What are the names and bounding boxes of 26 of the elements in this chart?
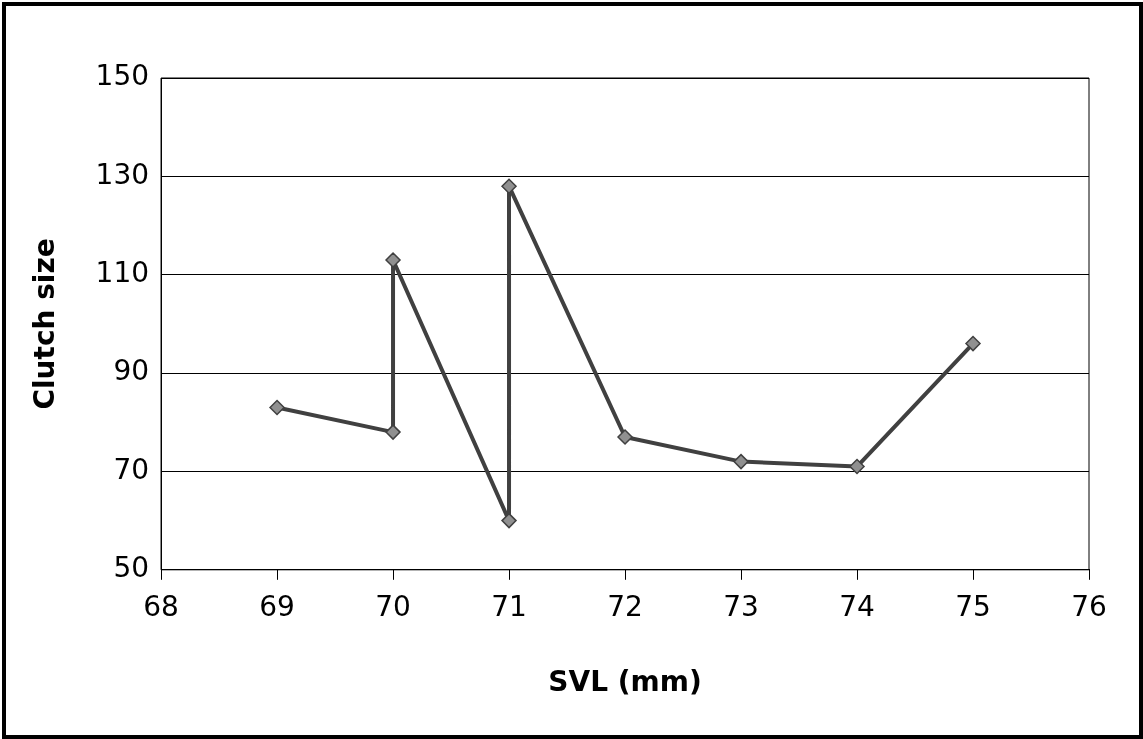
x-tick-label: 75 [955,589,991,623]
y-tick-label: 70 [113,452,150,486]
y-tick-label: 50 [113,551,150,585]
x-tick-label: 72 [607,589,643,623]
point [965,335,981,352]
x-tick-label: 73 [723,589,759,623]
point [617,429,633,445]
point [733,453,749,470]
x-tick-label: 70 [375,589,411,623]
point [501,512,517,529]
point [385,252,401,268]
point [385,424,401,440]
x-axis-title: SVL (mm) [548,665,702,699]
x-tick-label: 71 [491,589,527,623]
y-axis-title: Clutch size [28,238,62,410]
y-tick-label: 110 [95,256,150,289]
x-tick-label: 74 [839,589,875,623]
y-tick-label: 130 [95,157,150,191]
point [269,399,285,416]
point [501,178,517,194]
point [849,458,865,475]
x-tick-label: 68 [143,589,179,623]
y-tick-label: 90 [113,354,150,388]
x-tick-label: 76 [1071,589,1107,623]
y-tick-label: 150 [95,59,150,93]
x-tick-label: 69 [259,589,295,623]
